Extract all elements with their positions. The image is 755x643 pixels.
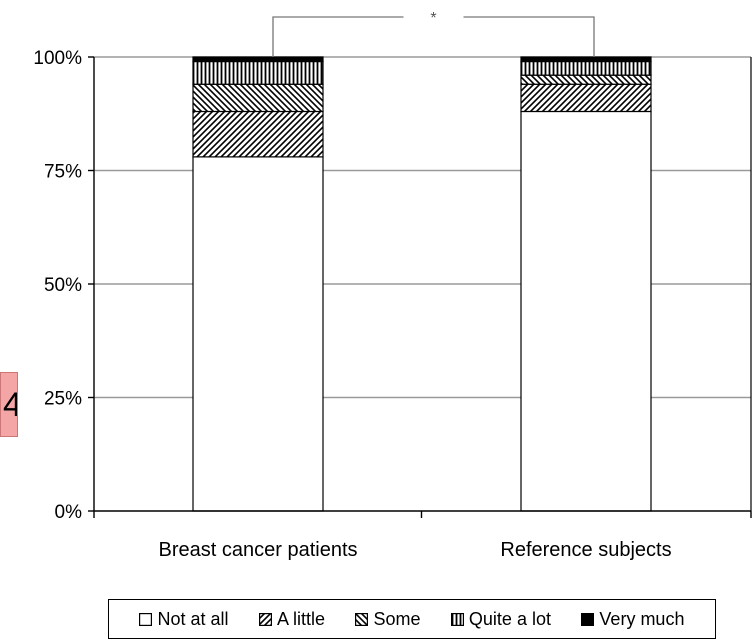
bar-segment-1-0 <box>520 110 652 512</box>
legend: Not at all A little Some <box>108 599 716 639</box>
bar-segment-1-4 <box>520 56 652 63</box>
bars <box>192 56 652 512</box>
y-tick-label: 75% <box>44 162 82 183</box>
y-tick-label: 0% <box>55 502 83 523</box>
x-category-label: Breast cancer patients <box>159 539 358 561</box>
bar-segment-1-2 <box>520 74 652 85</box>
page-badge: 4 <box>0 372 18 437</box>
legend-swatch <box>581 612 595 626</box>
legend-item: Quite a lot <box>450 608 551 630</box>
legend-label: Very much <box>599 608 685 629</box>
significance-bracket-line <box>272 16 595 57</box>
bar-segment-0-0 <box>192 156 324 512</box>
legend-label: Quite a lot <box>468 608 551 629</box>
bar-segment-0-3 <box>192 60 324 85</box>
legend-swatch <box>258 612 272 626</box>
legend-item: A little <box>258 608 325 630</box>
legend-swatch <box>355 612 369 626</box>
bar-segment-1-1 <box>520 83 652 113</box>
legend-item: Some <box>355 609 420 630</box>
axes <box>88 56 752 518</box>
legend-item: Not at all <box>139 608 229 630</box>
axis-labels: 0% 25% 50% 75% 100% Breast cancer patients Ref… <box>33 48 671 561</box>
significance-bracket: * <box>272 10 595 57</box>
y-tick-label: 100% <box>33 48 82 69</box>
bar-segment-0-4 <box>192 56 324 63</box>
stacked-bar-chart: 0% 25% 50% 75% 100% Breast cancer patients Ref… <box>33 10 752 561</box>
legend-swatch <box>450 612 464 626</box>
significance-marker: * <box>430 10 436 27</box>
legend-label: Not at all <box>157 608 229 629</box>
y-tick-label: 25% <box>44 389 82 410</box>
legend-label: Some <box>373 608 421 629</box>
bar-segment-1-3 <box>520 60 652 76</box>
bar-segment-0-2 <box>192 83 324 113</box>
bar-segment-0-1 <box>192 110 324 158</box>
y-tick-label: 50% <box>44 275 82 296</box>
legend-swatch <box>139 612 153 626</box>
legend-item: Very much <box>581 609 684 630</box>
legend-label: A little <box>276 608 325 629</box>
x-category-label: Reference subjects <box>500 539 671 561</box>
